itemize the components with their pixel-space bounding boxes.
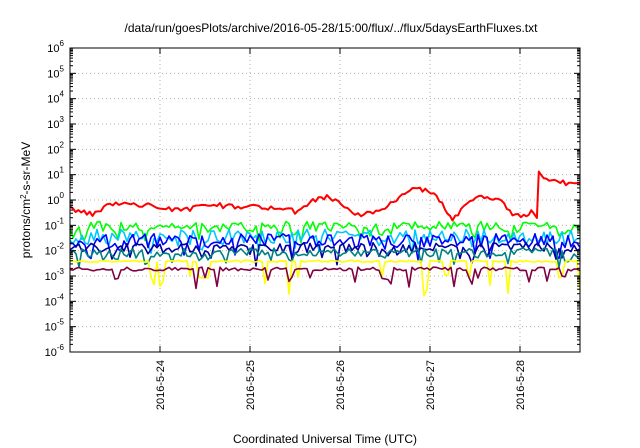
y-tick-base: 10	[47, 195, 59, 207]
y-tick-exponent: -2	[57, 242, 65, 251]
y-tick-exponent: 6	[60, 39, 65, 48]
series-group	[69, 170, 581, 297]
series-line-7	[69, 266, 581, 290]
series-line-0	[69, 170, 581, 222]
y-tick-base: 10	[47, 94, 59, 106]
y-tick-exponent: 5	[60, 64, 65, 73]
y-tick-exponent: 3	[60, 115, 65, 124]
series-line-5	[69, 247, 581, 269]
x-tick-label: 2016-5-28	[515, 360, 527, 410]
y-tick-label: 100	[47, 191, 64, 207]
y-tick-base: 10	[47, 119, 59, 131]
y-tick-exponent: -5	[57, 318, 65, 327]
y-tick-label: 103	[47, 115, 64, 131]
series-line-6	[69, 259, 581, 297]
series-line-4	[69, 241, 581, 267]
x-axis-label: Coordinated Universal Time (UTC)	[233, 432, 417, 446]
y-tick-base: 10	[47, 170, 59, 182]
y-tick-base: 10	[45, 220, 57, 232]
y-tick-label: 104	[47, 90, 64, 106]
y-tick-exponent: -6	[57, 343, 65, 352]
y-tick-base: 10	[45, 246, 57, 258]
y-tick-exponent: 0	[60, 191, 65, 200]
series-line-3	[69, 233, 581, 261]
x-tick-label: 2016-5-25	[245, 360, 257, 410]
y-tick-exponent: 4	[60, 90, 65, 99]
y-tick-base: 10	[47, 68, 59, 80]
y-tick-label: 10-2	[45, 242, 65, 258]
y-tick-label: 10-1	[45, 216, 65, 232]
x-axis: 2016-5-24 2016-5-25 2016-5-26 2016-5-27 2016…	[155, 48, 527, 410]
y-tick-label: 106	[47, 39, 64, 55]
y-axis-label-sup: 2	[19, 194, 28, 199]
y-tick-base: 10	[45, 296, 57, 308]
y-tick-exponent: 2	[60, 140, 65, 149]
y-tick-label: 101	[47, 166, 64, 182]
y-tick-exponent: -4	[57, 292, 65, 301]
y-tick-exponent: -3	[57, 267, 65, 276]
x-tick-label: 2016-5-27	[425, 360, 437, 410]
y-tick-base: 10	[45, 322, 57, 334]
x-tick-label: 2016-5-26	[335, 360, 347, 410]
x-tick-label: 2016-5-24	[155, 360, 167, 410]
y-axis-label-post: -s-sr-MeV	[19, 142, 33, 195]
y-tick-label: 102	[47, 140, 64, 156]
y-axis: 10-610-510-410-310-210-11001011021031041…	[45, 39, 580, 359]
series-line-1	[69, 220, 581, 244]
y-tick-base: 10	[47, 144, 59, 156]
grid	[70, 48, 580, 352]
y-tick-label: 10-5	[45, 318, 65, 334]
y-tick-label: 10-3	[45, 267, 65, 283]
y-tick-exponent: -1	[57, 216, 65, 225]
y-tick-label: 10-4	[45, 292, 65, 308]
y-tick-label: 105	[47, 64, 64, 80]
y-tick-label: 10-6	[45, 343, 65, 359]
chart-title: /data/run/goesPlots/archive/2016-05-28/1…	[125, 21, 539, 35]
y-tick-base: 10	[45, 271, 57, 283]
y-tick-base: 10	[45, 347, 57, 359]
y-tick-base: 10	[47, 43, 59, 55]
y-axis-label-pre: protons/cm	[19, 199, 33, 258]
y-axis-label: protons/cm2-s-sr-MeV	[19, 142, 34, 258]
y-tick-exponent: 1	[60, 166, 65, 175]
